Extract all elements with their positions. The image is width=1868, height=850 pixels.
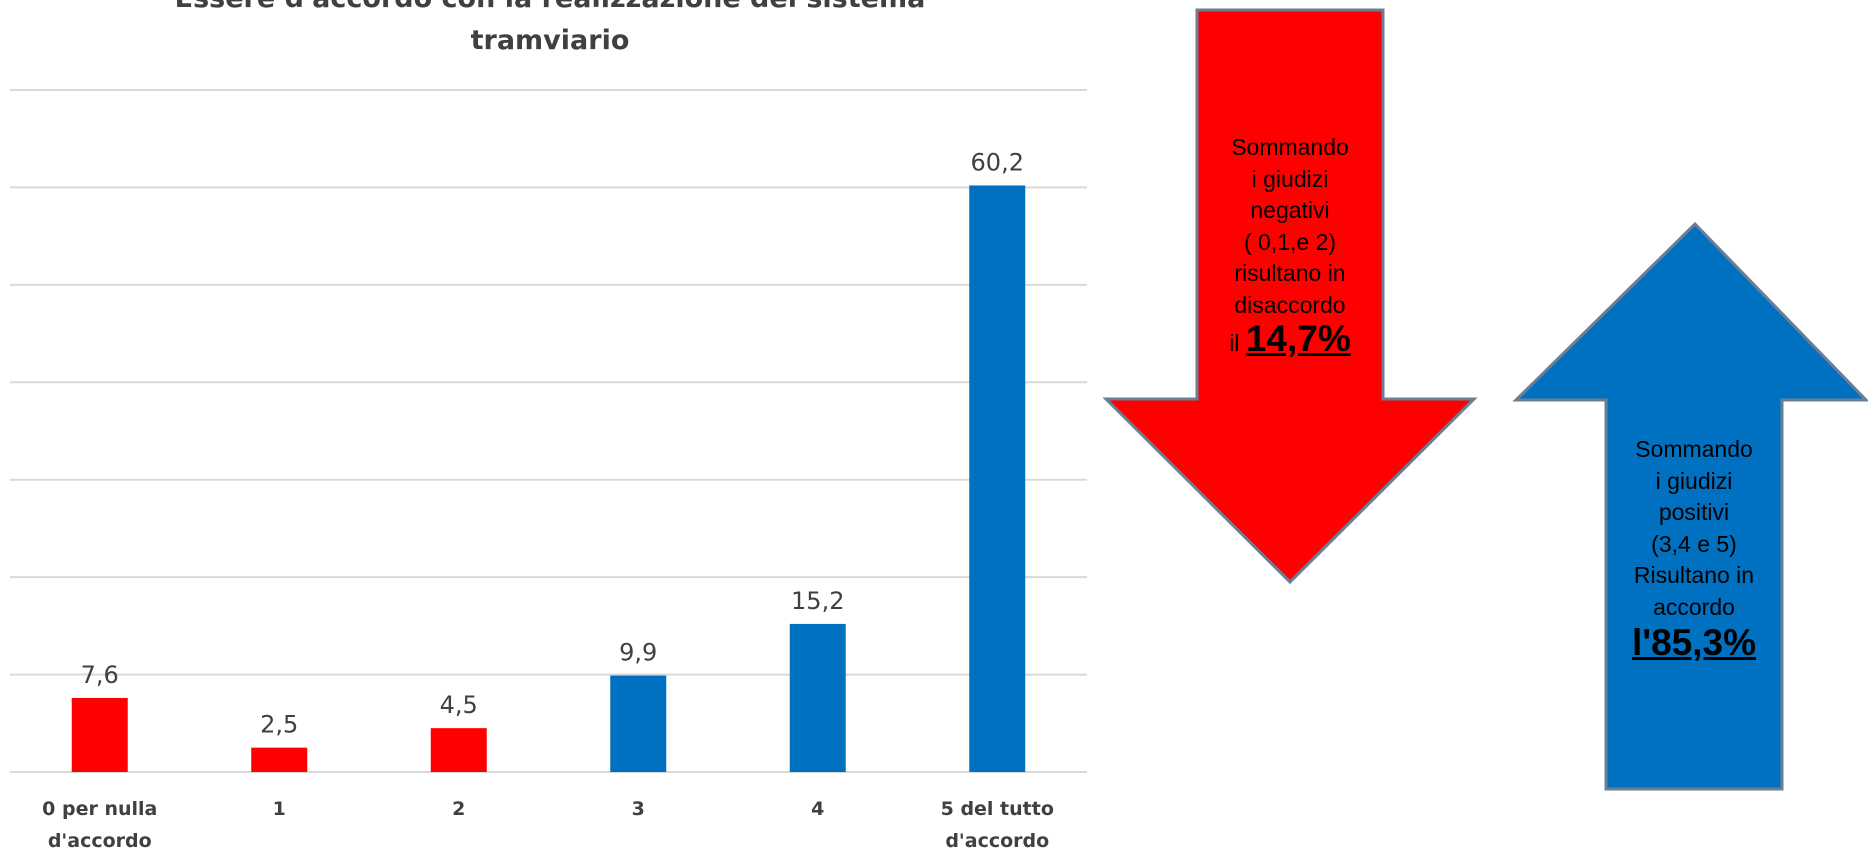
positive-callout-text: Sommando i giudizi positivi (3,4 e 5) Ri… — [1606, 434, 1782, 663]
positive-line-3: positivi — [1658, 499, 1730, 525]
positive-percent: l'85,3% — [1632, 622, 1756, 663]
up-arrow-icon — [1512, 221, 1868, 791]
negative-line-2: i giudizi — [1251, 165, 1329, 192]
positive-line-1: Sommando — [1635, 436, 1753, 462]
value-label-1: 2,5 — [260, 711, 298, 739]
bar-0 — [71, 697, 128, 772]
category-label-1-line-0: 1 — [273, 798, 286, 820]
negative-line-3: negativi — [1250, 197, 1330, 223]
gridlines — [10, 89, 1087, 773]
down-arrow-shape — [1102, 8, 1478, 585]
category-label-5-line-1: d'accordo — [945, 830, 1049, 850]
value-label-3: 9,9 — [619, 639, 657, 667]
negative-line-6: disaccordo — [1234, 291, 1346, 318]
value-labels: 7,6 2,5 4,5 9,9 15,2 60,2 — [81, 148, 1024, 738]
positive-line-2: i giudizi — [1655, 467, 1733, 494]
chart-title-line-1: Essere d'accordo con la realizzazione de… — [0, 0, 1100, 20]
category-label-0-line-1: d'accordo — [48, 830, 152, 850]
bar-5 — [969, 185, 1026, 773]
bar-2 — [430, 728, 487, 772]
category-label-4-line-0: 4 — [811, 798, 824, 820]
bar-4 — [789, 623, 846, 772]
category-labels: 0 per nulla d'accordo 1 2 3 4 5 del tutto d'acc… — [42, 798, 1054, 850]
category-label-3-line-0: 3 — [632, 798, 645, 820]
bars — [71, 185, 1026, 773]
category-label-2-line-0: 2 — [452, 798, 465, 820]
bar-3 — [610, 675, 667, 772]
negative-line-5: risultano in — [1234, 260, 1346, 286]
bar-chart: 7,6 2,5 4,5 9,9 15,2 60,2 0 per nulla d'accord… — [10, 89, 1087, 850]
up-arrow-shape — [1512, 221, 1868, 791]
bar-1 — [251, 747, 308, 772]
negative-prefix: il — [1229, 330, 1240, 356]
positive-line-6: accordo — [1653, 593, 1735, 620]
positive-line-5: Risultano in — [1633, 562, 1755, 588]
value-label-5: 60,2 — [971, 148, 1024, 176]
value-label-4: 15,2 — [791, 587, 844, 615]
negative-callout-text: Sommando i giudizi negativi ( 0,1,e 2) r… — [1197, 132, 1383, 360]
negative-percent-line: il 14,7% — [1197, 320, 1383, 360]
negative-percent: 14,7% — [1245, 318, 1351, 359]
negative-line-1: Sommando — [1231, 134, 1349, 160]
category-label-5-line-0: 5 del tutto — [941, 798, 1054, 820]
positive-line-4: (3,4 e 5) — [1651, 530, 1737, 557]
chart-title: Essere d'accordo con la realizzazione de… — [0, 0, 1100, 62]
down-arrow-icon — [1102, 8, 1478, 585]
value-label-2: 4,5 — [440, 691, 478, 719]
category-label-0-line-0: 0 per nulla — [42, 798, 157, 820]
chart-title-line-2: tramviario — [470, 25, 630, 56]
negative-line-4: ( 0,1,e 2) — [1243, 228, 1337, 255]
value-label-0: 7,6 — [81, 661, 119, 689]
